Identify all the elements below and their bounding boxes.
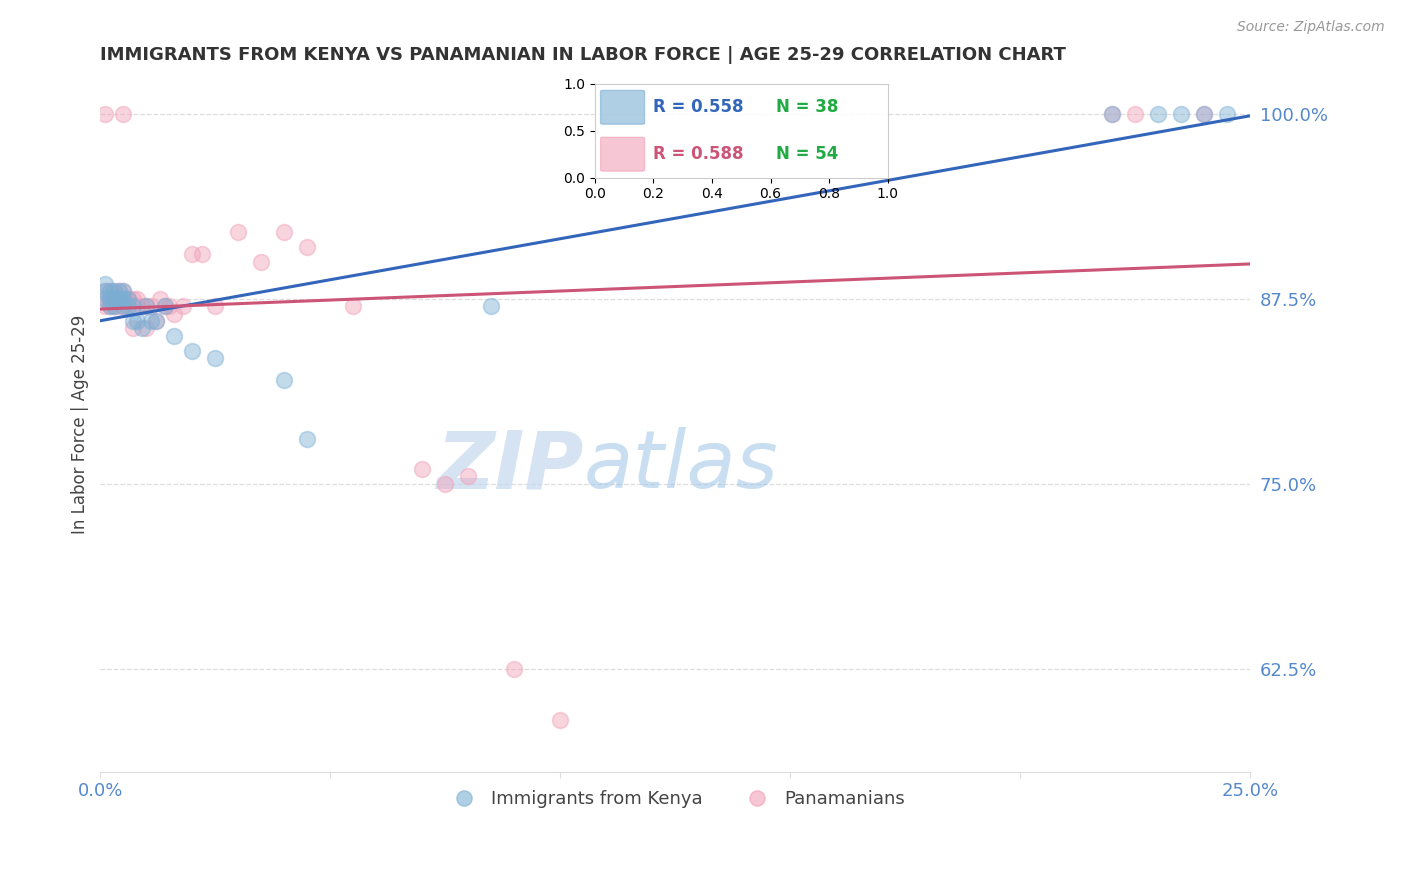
Point bbox=[135, 321, 157, 335]
Point bbox=[181, 343, 204, 358]
Point bbox=[181, 247, 204, 261]
Text: atlas: atlas bbox=[583, 427, 778, 505]
Point bbox=[107, 292, 129, 306]
Point bbox=[112, 292, 135, 306]
Point bbox=[94, 292, 117, 306]
Point bbox=[121, 292, 143, 306]
Point bbox=[153, 299, 176, 313]
Point bbox=[457, 469, 479, 483]
Point bbox=[94, 285, 117, 299]
Point bbox=[98, 299, 121, 313]
Point bbox=[1216, 107, 1239, 121]
Point bbox=[117, 292, 139, 306]
Point bbox=[98, 285, 121, 299]
Point bbox=[273, 225, 295, 239]
Point bbox=[149, 292, 172, 306]
Point bbox=[135, 299, 157, 313]
Point bbox=[121, 299, 143, 313]
Point bbox=[94, 107, 117, 121]
Point bbox=[226, 225, 249, 239]
Point bbox=[103, 285, 125, 299]
Point bbox=[94, 285, 117, 299]
Point bbox=[297, 432, 319, 446]
Point bbox=[342, 299, 364, 313]
Point bbox=[103, 292, 125, 306]
Point bbox=[103, 292, 125, 306]
Point bbox=[172, 299, 194, 313]
Point bbox=[107, 292, 129, 306]
Point bbox=[112, 285, 135, 299]
Point bbox=[135, 299, 157, 313]
Point bbox=[204, 299, 226, 313]
Point bbox=[112, 292, 135, 306]
Point bbox=[1192, 107, 1215, 121]
Point bbox=[117, 299, 139, 313]
Point bbox=[139, 314, 162, 328]
Point bbox=[273, 373, 295, 387]
Point bbox=[145, 314, 167, 328]
Point bbox=[145, 314, 167, 328]
Point bbox=[98, 292, 121, 306]
Point bbox=[1170, 107, 1192, 121]
Point bbox=[103, 299, 125, 313]
Point bbox=[107, 285, 129, 299]
Point bbox=[204, 351, 226, 365]
Point bbox=[548, 714, 571, 728]
Point bbox=[250, 254, 273, 268]
Point bbox=[98, 292, 121, 306]
Point bbox=[98, 299, 121, 313]
Point bbox=[117, 292, 139, 306]
Point bbox=[112, 285, 135, 299]
Point bbox=[94, 292, 117, 306]
Text: IMMIGRANTS FROM KENYA VS PANAMANIAN IN LABOR FORCE | AGE 25-29 CORRELATION CHART: IMMIGRANTS FROM KENYA VS PANAMANIAN IN L… bbox=[100, 46, 1066, 64]
Point bbox=[112, 299, 135, 313]
Point bbox=[107, 292, 129, 306]
Point bbox=[131, 299, 153, 313]
Point bbox=[503, 661, 526, 675]
Point bbox=[163, 307, 186, 321]
Point bbox=[107, 292, 129, 306]
Point bbox=[112, 107, 135, 121]
Point bbox=[190, 247, 212, 261]
Point bbox=[127, 299, 149, 313]
Point bbox=[139, 299, 162, 313]
Point bbox=[127, 314, 149, 328]
Point bbox=[297, 240, 319, 254]
Point bbox=[121, 321, 143, 335]
Point bbox=[157, 299, 180, 313]
Point bbox=[98, 285, 121, 299]
Point bbox=[98, 292, 121, 306]
Point bbox=[1101, 107, 1123, 121]
Point bbox=[117, 292, 139, 306]
Point bbox=[103, 285, 125, 299]
Point bbox=[107, 299, 129, 313]
Text: Source: ZipAtlas.com: Source: ZipAtlas.com bbox=[1237, 20, 1385, 34]
Point bbox=[1101, 107, 1123, 121]
Point bbox=[112, 292, 135, 306]
Point bbox=[434, 476, 457, 491]
Point bbox=[103, 292, 125, 306]
Point bbox=[94, 299, 117, 313]
Legend: Immigrants from Kenya, Panamanians: Immigrants from Kenya, Panamanians bbox=[439, 783, 911, 815]
Point bbox=[103, 299, 125, 313]
Y-axis label: In Labor Force | Age 25-29: In Labor Force | Age 25-29 bbox=[72, 315, 89, 534]
Point bbox=[103, 292, 125, 306]
Point bbox=[112, 299, 135, 313]
Point bbox=[153, 299, 176, 313]
Point bbox=[1192, 107, 1215, 121]
Point bbox=[1147, 107, 1170, 121]
Text: ZIP: ZIP bbox=[436, 427, 583, 505]
Point bbox=[411, 462, 433, 476]
Point bbox=[163, 328, 186, 343]
Point bbox=[103, 299, 125, 313]
Point bbox=[127, 292, 149, 306]
Point bbox=[117, 299, 139, 313]
Point bbox=[107, 285, 129, 299]
Point bbox=[1123, 107, 1146, 121]
Point bbox=[121, 314, 143, 328]
Point bbox=[479, 299, 502, 313]
Point bbox=[131, 321, 153, 335]
Point bbox=[94, 277, 117, 291]
